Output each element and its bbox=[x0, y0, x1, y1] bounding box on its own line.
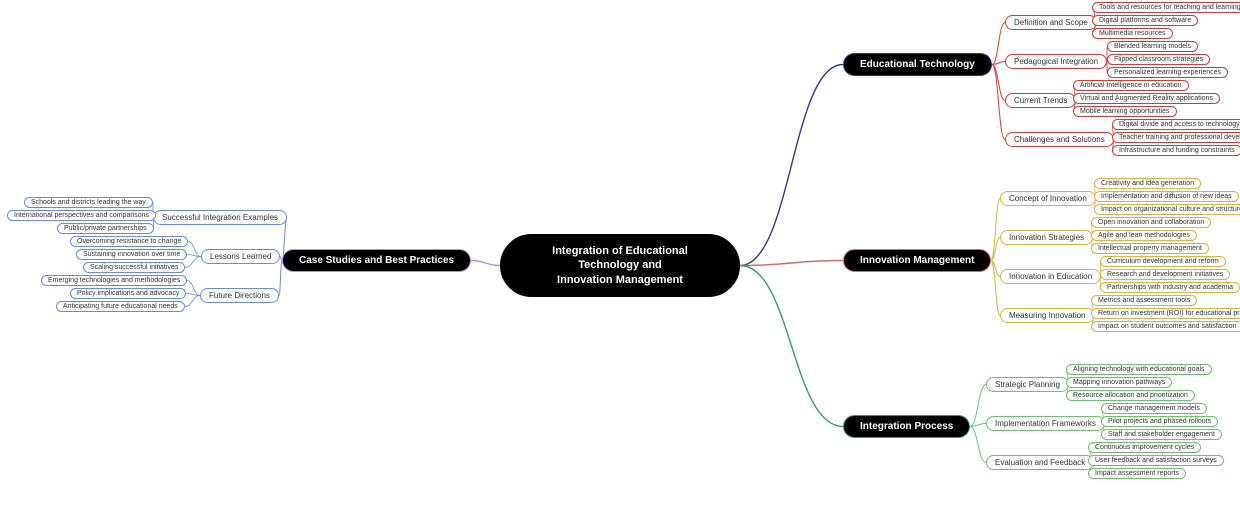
leaf-node: Policy implications and advocacy bbox=[70, 288, 186, 299]
subtopic-node: Pedagogical Integration bbox=[1005, 54, 1107, 69]
subtopic-node: Definition and Scope bbox=[1005, 15, 1097, 30]
subtopic-node: Implementation Frameworks bbox=[986, 416, 1105, 431]
leaf-node: Continuous improvement cycles bbox=[1088, 442, 1201, 453]
subtopic-node: Innovation in Education bbox=[1000, 269, 1101, 284]
leaf-node: Artificial Intelligence in education bbox=[1073, 80, 1189, 91]
subtopic-node: Successful Integration Examples bbox=[153, 210, 287, 225]
leaf-node: Digital platforms and software bbox=[1092, 15, 1198, 26]
leaf-node: Open innovation and collaboration bbox=[1091, 217, 1211, 228]
leaf-node: Teacher training and professional develo… bbox=[1112, 132, 1240, 143]
leaf-node: Anticipating future educational needs bbox=[56, 301, 185, 312]
subtopic-node: Innovation Strategies bbox=[1000, 230, 1093, 245]
leaf-node: International perspectives and compariso… bbox=[7, 210, 156, 221]
branch-innov: Innovation Management bbox=[843, 249, 991, 272]
subtopic-node: Current Trends bbox=[1005, 93, 1076, 108]
leaf-node: Public/private partnerships bbox=[57, 223, 154, 234]
subtopic-node: Strategic Planning bbox=[986, 377, 1069, 392]
leaf-node: Agile and lean methodologies bbox=[1091, 230, 1197, 241]
leaf-node: Implementation and diffusion of new idea… bbox=[1094, 191, 1239, 202]
leaf-node: Digital divide and access to technology bbox=[1112, 119, 1240, 130]
leaf-node: Impact on student outcomes and satisfact… bbox=[1091, 321, 1240, 332]
leaf-node: Resource allocation and prioritization bbox=[1066, 390, 1195, 401]
branch-cases: Case Studies and Best Practices bbox=[282, 249, 471, 272]
subtopic-node: Concept of Innovation bbox=[1000, 191, 1096, 206]
leaf-node: Flipped classroom strategies bbox=[1107, 54, 1210, 65]
leaf-node: Personalized learning experiences bbox=[1107, 67, 1228, 78]
leaf-node: Impact assessment reports bbox=[1088, 468, 1186, 479]
leaf-node: Multimedia resources bbox=[1092, 28, 1173, 39]
leaf-node: Sustaining innovation over time bbox=[76, 249, 187, 260]
branch-edtech: Educational Technology bbox=[843, 53, 992, 76]
leaf-node: Intellectual property management bbox=[1091, 243, 1209, 254]
leaf-node: Overcoming resistance to change bbox=[70, 236, 188, 247]
subtopic-node: Challenges and Solutions bbox=[1005, 132, 1114, 147]
leaf-node: Blended learning models bbox=[1107, 41, 1198, 52]
subtopic-node: Measuring Innovation bbox=[1000, 308, 1095, 323]
leaf-node: Staff and stakeholder engagement bbox=[1101, 429, 1222, 440]
leaf-node: Scaling successful initiatives bbox=[83, 262, 185, 273]
leaf-node: Aligning technology with educational goa… bbox=[1066, 364, 1212, 375]
leaf-node: Research and development initiatives bbox=[1100, 269, 1230, 280]
leaf-node: Mapping innovation pathways bbox=[1066, 377, 1172, 388]
leaf-node: Pilot projects and phased rollouts bbox=[1101, 416, 1218, 427]
leaf-node: Return on investment (ROI) for education… bbox=[1091, 308, 1240, 319]
branch-integ: Integration Process bbox=[843, 415, 970, 438]
leaf-node: Infrastructure and funding constraints bbox=[1112, 145, 1240, 156]
leaf-node: Impact on organizational culture and str… bbox=[1094, 204, 1240, 215]
leaf-node: Creativity and idea generation bbox=[1094, 178, 1201, 189]
leaf-node: Schools and districts leading the way bbox=[24, 197, 153, 208]
leaf-node: Change management models bbox=[1101, 403, 1207, 414]
leaf-node: Tools and resources for teaching and lea… bbox=[1092, 2, 1240, 13]
leaf-node: Partnerships with industry and academia bbox=[1100, 282, 1240, 293]
subtopic-node: Lessons Learned bbox=[201, 249, 280, 264]
subtopic-node: Evaluation and Feedback bbox=[986, 455, 1094, 470]
leaf-node: User feedback and satisfaction surveys bbox=[1088, 455, 1224, 466]
leaf-node: Emerging technologies and methodologies bbox=[41, 275, 187, 286]
leaf-node: Mobile learning opportunities bbox=[1073, 106, 1177, 117]
leaf-node: Virtual and Augmented Reality applicatio… bbox=[1073, 93, 1220, 104]
leaf-node: Curriculum development and reform bbox=[1100, 256, 1226, 267]
subtopic-node: Future Directions bbox=[200, 288, 279, 303]
leaf-node: Metrics and assessment tools bbox=[1091, 295, 1197, 306]
root-node: Integration of Educational Technology an… bbox=[500, 234, 740, 297]
